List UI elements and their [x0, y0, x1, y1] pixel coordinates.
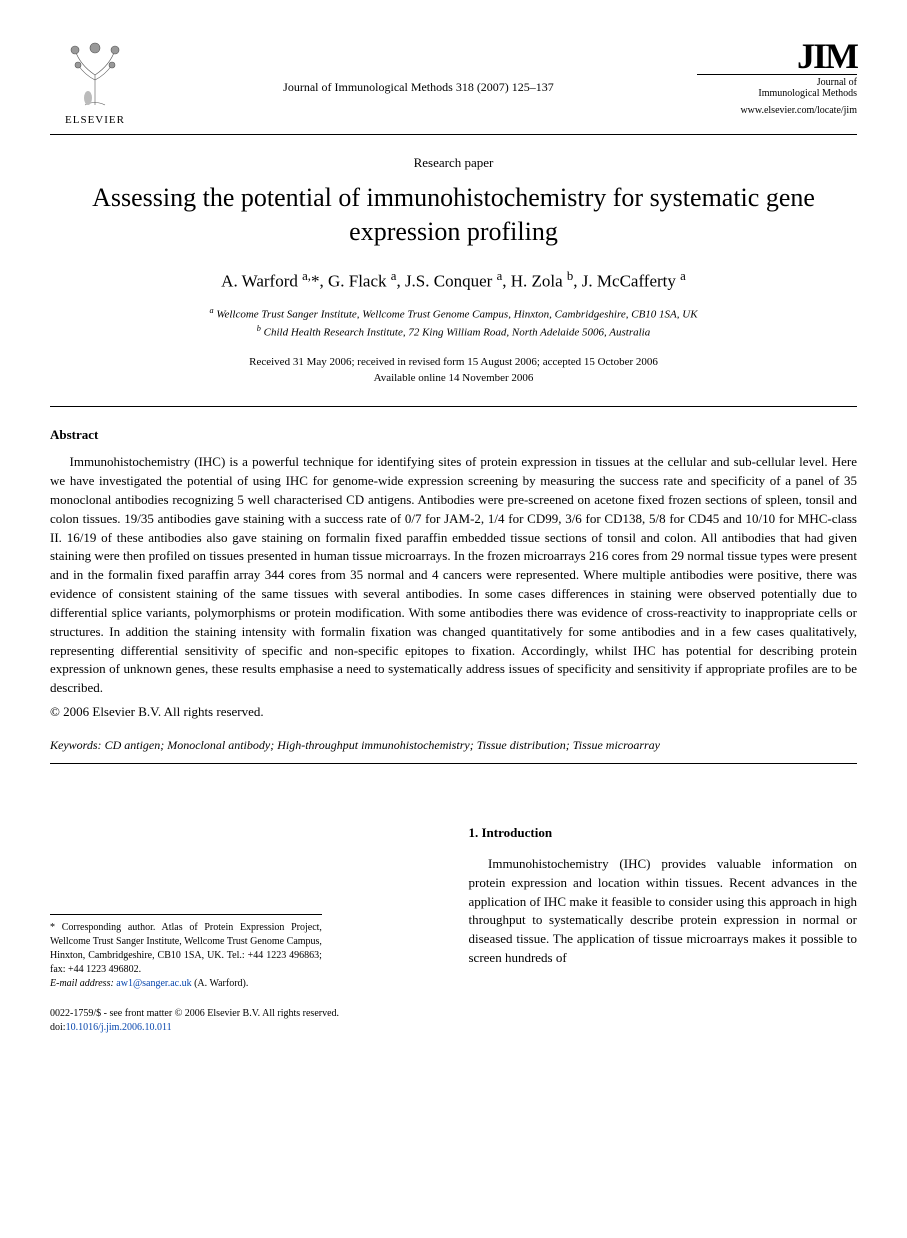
- online-date: Available online 14 November 2006: [50, 371, 857, 386]
- keywords-line: Keywords: CD antigen; Monoclonal antibod…: [50, 738, 857, 753]
- keywords-text: CD antigen; Monoclonal antibody; High-th…: [105, 738, 660, 752]
- corresponding-email-name: (A. Warford).: [194, 978, 248, 989]
- doi-link[interactable]: 10.1016/j.jim.2006.10.011: [66, 1022, 172, 1033]
- received-dates: Received 31 May 2006; received in revise…: [50, 355, 857, 370]
- corresponding-author-block: * Corresponding author. Atlas of Protein…: [50, 914, 322, 991]
- abstract-heading: Abstract: [50, 427, 857, 443]
- corresponding-email-line: E-mail address: aw1@sanger.ac.uk (A. War…: [50, 977, 322, 991]
- journal-url[interactable]: www.elsevier.com/locate/jim: [697, 105, 857, 116]
- intro-paragraph: Immunohistochemistry (IHC) provides valu…: [469, 855, 858, 968]
- footer-doi-line: doi:10.1016/j.jim.2006.10.011: [50, 1021, 857, 1035]
- journal-fullname: Journal of Immunological Methods: [697, 74, 857, 99]
- journal-logo-block: JIM Journal of Immunological Methods www…: [697, 40, 857, 116]
- abstract-body: Immunohistochemistry (IHC) is a powerful…: [50, 453, 857, 698]
- affiliations: a Wellcome Trust Sanger Institute, Wellc…: [50, 305, 857, 341]
- page-footer: 0022-1759/$ - see front matter © 2006 El…: [50, 1007, 857, 1035]
- journal-abbrev: JIM: [697, 40, 857, 72]
- page-header: ELSEVIER Journal of Immunological Method…: [50, 40, 857, 135]
- keywords-label: Keywords:: [50, 738, 102, 752]
- left-column: * Corresponding author. Atlas of Protein…: [50, 824, 439, 991]
- elsevier-tree-icon: [60, 40, 130, 110]
- doi-label: doi:: [50, 1022, 66, 1033]
- intro-heading: 1. Introduction: [469, 824, 858, 843]
- divider: [50, 406, 857, 407]
- publisher-name: ELSEVIER: [65, 114, 125, 126]
- divider: [50, 763, 857, 764]
- article-type: Research paper: [50, 155, 857, 171]
- corresponding-email-link[interactable]: aw1@sanger.ac.uk: [116, 978, 191, 989]
- journal-reference: Journal of Immunological Methods 318 (20…: [140, 40, 697, 95]
- affiliation-b: b Child Health Research Institute, 72 Ki…: [50, 323, 857, 341]
- affiliation-a: a Wellcome Trust Sanger Institute, Wellc…: [50, 305, 857, 323]
- publisher-logo: ELSEVIER: [50, 40, 140, 126]
- body-columns: * Corresponding author. Atlas of Protein…: [50, 824, 857, 991]
- abstract-copyright: © 2006 Elsevier B.V. All rights reserved…: [50, 704, 857, 720]
- right-column: 1. Introduction Immunohistochemistry (IH…: [469, 824, 858, 991]
- author-list: A. Warford a,*, G. Flack a, J.S. Conquer…: [50, 269, 857, 292]
- article-dates: Received 31 May 2006; received in revise…: [50, 355, 857, 386]
- corresponding-text: * Corresponding author. Atlas of Protein…: [50, 921, 322, 977]
- email-label: E-mail address:: [50, 978, 114, 989]
- article-title: Assessing the potential of immunohistoch…: [90, 181, 817, 249]
- footer-copyright: 0022-1759/$ - see front matter © 2006 El…: [50, 1007, 857, 1021]
